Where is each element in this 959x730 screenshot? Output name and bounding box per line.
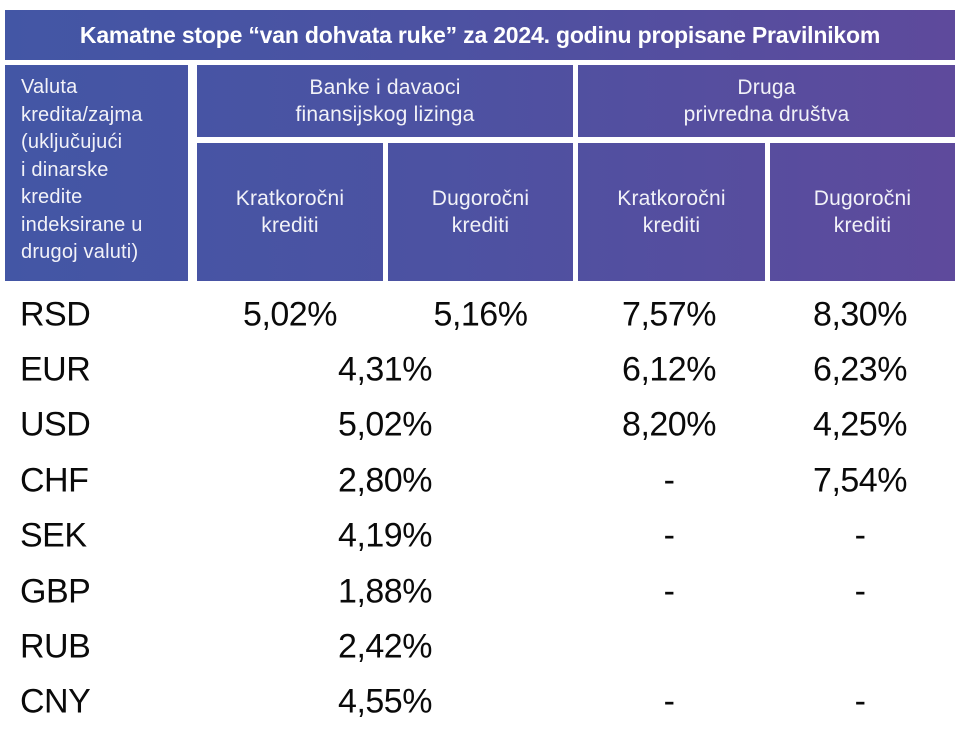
table-header: Kamatne stope “van dohvata ruke” za 2024… <box>5 10 955 281</box>
rate-value-other-short: 8,20% <box>622 405 716 444</box>
rate-value-other-short: - <box>663 682 675 721</box>
rate-value-other-long: - <box>854 572 866 611</box>
rate-value-other-short: - <box>663 572 675 611</box>
table-row: RSD 5,02% 5,16% 7,57% 8,30% <box>0 287 959 342</box>
currency-label: EUR <box>20 350 91 389</box>
rate-value-bank-short: 5,02% <box>243 295 337 334</box>
divider-other-subcolumns <box>765 143 770 281</box>
currency-label: CNY <box>20 682 91 721</box>
rate-value-bank-long: 5,16% <box>433 295 528 334</box>
rate-value-other-long: - <box>854 516 866 555</box>
currency-label: SEK <box>20 516 87 555</box>
rate-value-other-long: 6,23% <box>813 350 907 389</box>
header-other-long-term: Dugoročni krediti <box>813 187 912 237</box>
rate-value-bank-merged: 4,31% <box>338 350 432 389</box>
rate-value-other-long: 7,54% <box>813 461 907 500</box>
table-row: CNY 4,55% - - <box>0 675 959 730</box>
header-other-short-term: Kratkoročni krediti <box>617 187 726 237</box>
rate-value-bank-merged: 4,55% <box>338 682 432 721</box>
rate-value-bank-merged: 4,19% <box>338 516 432 555</box>
table-row: CHF 2,80% - 7,54% <box>0 453 959 508</box>
divider-banks-subcolumns <box>383 143 388 281</box>
rate-value-other-short: - <box>663 461 675 500</box>
divider-currency-column <box>188 60 197 281</box>
table-title: Kamatne stope “van dohvata ruke” za 2024… <box>79 21 881 48</box>
rate-value-other-short: 6,12% <box>622 350 716 389</box>
currency-label: RUB <box>20 627 91 666</box>
header-banks-long-term: Dugoročni krediti <box>431 187 530 237</box>
table-row: USD 5,02% 8,20% 4,25% <box>0 398 959 453</box>
rate-value-bank-merged: 5,02% <box>338 405 432 444</box>
header-currency-column: Valuta kredita/zajma (uključujući i dina… <box>21 76 143 263</box>
table-row: RUB 2,42% <box>0 619 959 674</box>
header-group-banks: Banke i davaoci finansijskog lizinga <box>295 76 475 126</box>
rate-value-other-long: 4,25% <box>813 405 907 444</box>
currency-label: GBP <box>20 572 91 611</box>
rate-value-other-short: 7,57% <box>622 295 716 334</box>
rate-value-other-short: - <box>663 516 675 555</box>
rate-value-other-long: 8,30% <box>813 295 907 334</box>
header-group-other: Druga privredna društva <box>683 76 850 126</box>
currency-label: CHF <box>20 461 89 500</box>
table-row: SEK 4,19% - - <box>0 509 959 564</box>
table-row: EUR 4,31% 6,12% 6,23% <box>0 342 959 397</box>
currency-label: RSD <box>20 295 91 334</box>
rate-value-bank-merged: 1,88% <box>338 572 432 611</box>
table-row: GBP 1,88% - - <box>0 564 959 619</box>
header-banks-short-term: Kratkoročni krediti <box>235 187 345 237</box>
divider-between-groups <box>573 60 578 281</box>
rate-value-bank-merged: 2,42% <box>338 627 432 666</box>
rate-value-bank-merged: 2,80% <box>338 461 432 500</box>
table-body: RSD 5,02% 5,16% 7,57% 8,30% EUR 4,31% 6,12% 6,23… <box>0 287 959 730</box>
divider-below-title <box>5 60 955 65</box>
currency-label: USD <box>20 405 91 444</box>
rate-value-other-long: - <box>854 682 866 721</box>
